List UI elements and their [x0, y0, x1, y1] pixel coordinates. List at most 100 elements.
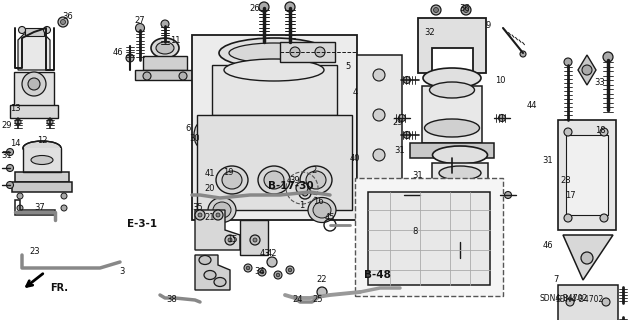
- Ellipse shape: [336, 122, 352, 148]
- Ellipse shape: [433, 146, 488, 164]
- Ellipse shape: [214, 277, 226, 286]
- Text: 16: 16: [313, 197, 323, 206]
- Ellipse shape: [151, 38, 179, 58]
- Text: 11: 11: [170, 36, 180, 44]
- Circle shape: [317, 287, 327, 297]
- Circle shape: [373, 149, 385, 161]
- Ellipse shape: [424, 119, 479, 137]
- Ellipse shape: [423, 68, 481, 88]
- Polygon shape: [143, 56, 187, 70]
- Circle shape: [161, 20, 169, 28]
- Ellipse shape: [204, 270, 216, 279]
- Text: 21: 21: [205, 213, 215, 222]
- Text: SDN4-B4702: SDN4-B4702: [539, 294, 588, 303]
- Text: 18: 18: [595, 125, 605, 134]
- Circle shape: [259, 2, 269, 12]
- Text: 5: 5: [346, 61, 351, 70]
- Circle shape: [564, 58, 572, 66]
- Text: 46: 46: [113, 47, 124, 57]
- Polygon shape: [422, 86, 482, 143]
- Text: 29: 29: [393, 117, 403, 126]
- Text: 4: 4: [353, 87, 358, 97]
- Text: 20: 20: [205, 183, 215, 193]
- Text: 26: 26: [250, 4, 260, 12]
- Circle shape: [198, 213, 202, 217]
- Circle shape: [216, 213, 220, 217]
- Text: 29: 29: [2, 121, 12, 130]
- Circle shape: [582, 65, 592, 75]
- Circle shape: [213, 210, 223, 220]
- Ellipse shape: [222, 171, 242, 189]
- Text: 35: 35: [193, 204, 204, 212]
- Circle shape: [296, 182, 308, 194]
- Polygon shape: [12, 182, 72, 192]
- Text: 31: 31: [395, 146, 405, 155]
- Circle shape: [581, 252, 593, 264]
- Circle shape: [499, 115, 506, 122]
- Circle shape: [19, 27, 26, 34]
- Circle shape: [61, 20, 65, 25]
- Text: SDN4-B4702: SDN4-B4702: [556, 295, 604, 305]
- Circle shape: [195, 210, 205, 220]
- Polygon shape: [18, 34, 50, 70]
- Circle shape: [246, 266, 250, 270]
- Circle shape: [602, 298, 610, 306]
- Text: 25: 25: [313, 295, 323, 305]
- Circle shape: [6, 181, 13, 188]
- Polygon shape: [280, 42, 335, 62]
- Circle shape: [225, 235, 235, 245]
- Text: 28: 28: [561, 175, 572, 185]
- Circle shape: [286, 266, 294, 274]
- Text: 15: 15: [227, 236, 237, 244]
- Text: 37: 37: [35, 203, 45, 212]
- Text: 42: 42: [267, 250, 277, 259]
- Polygon shape: [566, 135, 608, 215]
- Polygon shape: [135, 70, 195, 80]
- Circle shape: [250, 235, 260, 245]
- Polygon shape: [558, 285, 618, 320]
- Circle shape: [408, 191, 415, 198]
- Text: 3: 3: [119, 268, 125, 276]
- Circle shape: [260, 270, 264, 274]
- Ellipse shape: [308, 197, 336, 222]
- Circle shape: [244, 264, 252, 272]
- Text: 24: 24: [292, 295, 303, 305]
- Ellipse shape: [313, 202, 331, 218]
- Polygon shape: [212, 65, 337, 115]
- Circle shape: [47, 119, 53, 125]
- Text: 6: 6: [186, 124, 191, 132]
- Circle shape: [6, 164, 13, 172]
- Circle shape: [373, 69, 385, 81]
- Circle shape: [274, 271, 282, 279]
- Ellipse shape: [264, 171, 284, 189]
- Polygon shape: [240, 220, 268, 255]
- Text: 40: 40: [349, 154, 360, 163]
- Text: 43: 43: [260, 250, 270, 259]
- Ellipse shape: [258, 166, 290, 194]
- Circle shape: [315, 47, 325, 57]
- Text: 34: 34: [255, 268, 266, 276]
- Text: 1: 1: [300, 201, 305, 210]
- Text: 39: 39: [290, 175, 300, 185]
- Text: 27: 27: [134, 15, 145, 25]
- Bar: [355, 178, 503, 296]
- Polygon shape: [15, 172, 69, 182]
- Circle shape: [267, 257, 277, 267]
- Ellipse shape: [31, 156, 53, 164]
- Circle shape: [600, 128, 608, 136]
- Polygon shape: [357, 55, 402, 200]
- Text: 31: 31: [413, 171, 423, 180]
- Circle shape: [136, 23, 145, 33]
- Text: 32: 32: [425, 28, 435, 36]
- Polygon shape: [195, 255, 230, 290]
- Circle shape: [61, 205, 67, 211]
- Text: 41: 41: [205, 169, 215, 178]
- Text: 14: 14: [10, 139, 20, 148]
- Circle shape: [17, 193, 23, 199]
- Text: 45: 45: [324, 212, 335, 221]
- Ellipse shape: [156, 42, 174, 54]
- Circle shape: [403, 132, 410, 139]
- Ellipse shape: [306, 171, 326, 189]
- Polygon shape: [558, 120, 616, 230]
- Polygon shape: [10, 105, 58, 118]
